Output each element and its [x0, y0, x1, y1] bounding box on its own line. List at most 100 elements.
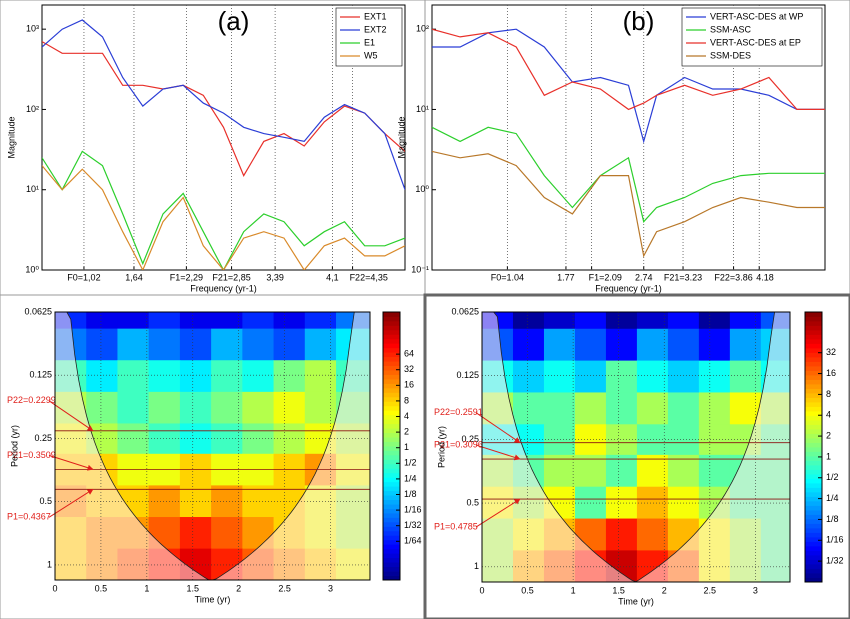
colorbar-step — [805, 573, 822, 578]
colorbar-step — [383, 454, 400, 460]
heat-cell — [636, 486, 669, 520]
x-axis-label: Time (yr) — [618, 596, 654, 606]
y-tick-label: 0.5 — [39, 496, 52, 506]
x-tick-label: 1.5 — [186, 583, 199, 593]
heat-cell — [698, 360, 731, 393]
colorbar-step — [805, 492, 822, 497]
colorbar-label: 2 — [826, 430, 831, 440]
colorbar-frame — [804, 311, 823, 583]
colorbar-step — [805, 352, 822, 358]
colorbar-step — [383, 499, 400, 505]
heat-cell — [304, 391, 337, 424]
y-axis-label: Period (yr) — [436, 426, 446, 468]
colorbar-step — [805, 483, 822, 488]
heat-cell — [667, 424, 700, 456]
colorbar-step — [383, 370, 400, 375]
colorbar-step — [805, 460, 822, 466]
colorbar-label: 2 — [404, 426, 409, 436]
x-axis-label: Frequency (yr-1) — [190, 283, 257, 293]
heat-cell — [698, 392, 731, 425]
y-axis-label: Magnitude — [6, 116, 16, 158]
colorbar-step — [805, 415, 822, 421]
plot-frame — [481, 311, 791, 583]
panel-title: (b) — [623, 6, 655, 36]
colorbar-step — [383, 361, 400, 366]
legend-label: SSM-ASC — [710, 24, 752, 34]
colorbar-step — [383, 320, 400, 326]
colorbar-step — [805, 339, 822, 344]
heat-cell — [179, 391, 212, 424]
heat-cell — [543, 392, 576, 425]
y-tick-label: 0.125 — [29, 370, 52, 380]
colorbar-step — [383, 343, 400, 349]
colorbar-step — [805, 420, 822, 425]
heat-cell — [698, 454, 731, 488]
colorbar-step — [805, 514, 822, 520]
legend-label: SSM-DES — [710, 50, 751, 60]
colorbar-step — [805, 316, 822, 322]
colorbar-step — [383, 544, 400, 550]
colorbar-step — [805, 510, 822, 515]
colorbar-step — [383, 557, 400, 563]
colorbar-step — [383, 571, 400, 576]
x-tick-label: F21=2,85 — [212, 272, 250, 282]
x-tick-label: 2.5 — [704, 585, 717, 595]
colorbar-step — [383, 517, 400, 523]
heat-cell — [667, 328, 700, 362]
colorbar-step — [805, 384, 822, 389]
annotation: P22=0.2591 — [434, 407, 483, 417]
y-tick-label: 10² — [26, 104, 39, 114]
heat-cell — [605, 454, 638, 488]
heat-cell — [179, 328, 212, 361]
heat-cell — [667, 454, 700, 488]
x-tick-label: F21=3.23 — [664, 272, 702, 282]
x-tick-label: 4,1 — [326, 272, 339, 282]
colorbar-step — [383, 387, 400, 393]
colorbar-label: 1/32 — [826, 555, 844, 565]
colorbar-step — [383, 334, 400, 340]
series-line — [432, 28, 825, 144]
y-tick-label: 0.125 — [456, 370, 479, 380]
colorbar-step — [383, 508, 400, 514]
panel-title: (a) — [218, 6, 250, 36]
y-tick-label: 10¹ — [416, 104, 429, 114]
x-tick-label: F1=2.09 — [589, 272, 622, 282]
colorbar-frame — [382, 311, 401, 581]
colorbar-step — [383, 446, 400, 451]
heat-cell — [636, 424, 669, 456]
y-tick-label: 0.0625 — [451, 306, 479, 316]
heat-cell — [242, 328, 275, 361]
heat-cell — [698, 424, 731, 456]
y-tick-label: 0.5 — [466, 497, 479, 507]
heat-cell — [148, 312, 181, 330]
colorbar-step — [805, 348, 822, 353]
y-tick-label: 10³ — [26, 24, 39, 34]
colorbar-step — [805, 370, 822, 376]
x-tick-label: 4.18 — [756, 272, 774, 282]
colorbar-step — [805, 505, 822, 511]
colorbar-step — [383, 383, 400, 389]
colorbar-label: 8 — [404, 395, 409, 405]
heat-cell — [117, 391, 150, 424]
heat-cell — [117, 423, 150, 455]
heat-cell — [667, 392, 700, 425]
colorbar-step — [805, 519, 822, 524]
colorbar-step — [383, 410, 400, 416]
colorbar-step — [805, 343, 822, 349]
colorbar-step — [805, 555, 822, 560]
x-axis-label: Frequency (yr-1) — [595, 283, 662, 293]
x-tick-label: 3,39 — [266, 272, 284, 282]
colorbar-step — [805, 375, 822, 380]
cone-fade — [55, 312, 370, 580]
colorbar-step — [805, 577, 822, 583]
heat-cell — [304, 328, 337, 361]
colorbar-step — [383, 329, 400, 335]
colorbar-step — [383, 575, 400, 581]
heat-cell — [148, 391, 181, 424]
x-tick-label: F1=2,29 — [170, 272, 203, 282]
colorbar-step — [805, 541, 822, 547]
x-tick-label: 1 — [571, 585, 576, 595]
heat-cell — [273, 312, 306, 330]
y-tick-label: 10⁰ — [25, 264, 39, 274]
y-axis-label: Period (yr) — [9, 425, 19, 467]
